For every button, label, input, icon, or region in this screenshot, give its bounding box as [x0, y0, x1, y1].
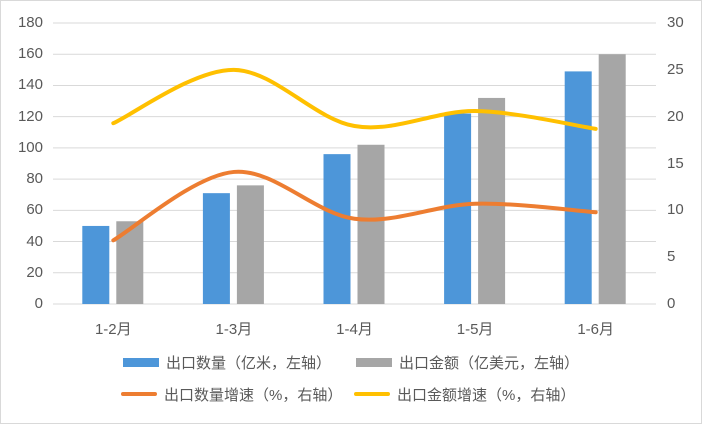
left-axis-tick: 0	[34, 295, 43, 312]
left-axis-tick: 40	[26, 232, 43, 250]
bar-series-1-cat-2	[357, 144, 385, 304]
legend-swatch-export-volume-icon	[123, 357, 159, 367]
bar-series-1-cat-3	[478, 97, 506, 304]
legend-swatch-export-value-icon	[356, 357, 392, 367]
right-axis-tick: 15	[667, 154, 684, 172]
right-axis-tick: 10	[667, 201, 684, 219]
left-axis-tick: 140	[17, 76, 43, 94]
left-axis-tick: 80	[26, 170, 43, 188]
left-axis-tick: 60	[26, 201, 43, 219]
right-axis-tick: 30	[667, 14, 684, 31]
bar-series-0-cat-2	[323, 154, 351, 304]
x-axis-label: 1-3月	[215, 321, 253, 338]
bar-series-1-cat-4	[598, 54, 626, 304]
right-axis-tick: 20	[667, 107, 684, 125]
bar-series-0-cat-4	[564, 71, 592, 305]
legend-item-export-volume-growth: 出口数量增速（%，右轴）	[121, 386, 343, 404]
legend-swatch-export-value-growth-icon	[354, 392, 390, 396]
legend-label-export-volume: 出口数量（亿米，左轴）	[166, 354, 332, 372]
line-series-1	[111, 67, 598, 131]
left-axis-tick: 180	[17, 14, 43, 31]
right-axis-tick: 5	[667, 248, 676, 266]
x-axis-label: 1-6月	[577, 321, 615, 338]
legend-label-export-value-growth: 出口金额增速（%，右轴）	[397, 386, 576, 404]
legend-label-export-volume-growth: 出口数量增速（%，右轴）	[164, 386, 343, 404]
left-axis-tick: 100	[17, 138, 43, 156]
legend-item-export-value: 出口金额（亿美元，左轴）	[356, 354, 580, 372]
bar-series-0-cat-0	[82, 225, 110, 304]
x-axis-label: 1-4月	[336, 321, 373, 338]
left-axis-tick: 160	[17, 45, 43, 63]
left-axis-tick: 120	[17, 107, 43, 125]
x-axis-label: 1-2月	[94, 321, 132, 338]
legend-label-export-value: 出口金额（亿美元，左轴）	[399, 354, 580, 372]
bar-series-0-cat-1	[202, 193, 230, 304]
legend-item-export-volume: 出口数量（亿米，左轴）	[123, 354, 332, 372]
bar-series-1-cat-1	[236, 185, 264, 304]
legend-item-export-value-growth: 出口金额增速（%，右轴）	[354, 386, 576, 404]
line-series-0	[111, 169, 598, 243]
right-axis-tick: 25	[667, 60, 684, 78]
x-axis-label: 1-5月	[456, 321, 494, 338]
legend-swatch-export-volume-growth-icon	[121, 392, 157, 396]
right-axis-tick: 0	[667, 295, 676, 312]
left-axis-tick: 20	[26, 263, 43, 281]
